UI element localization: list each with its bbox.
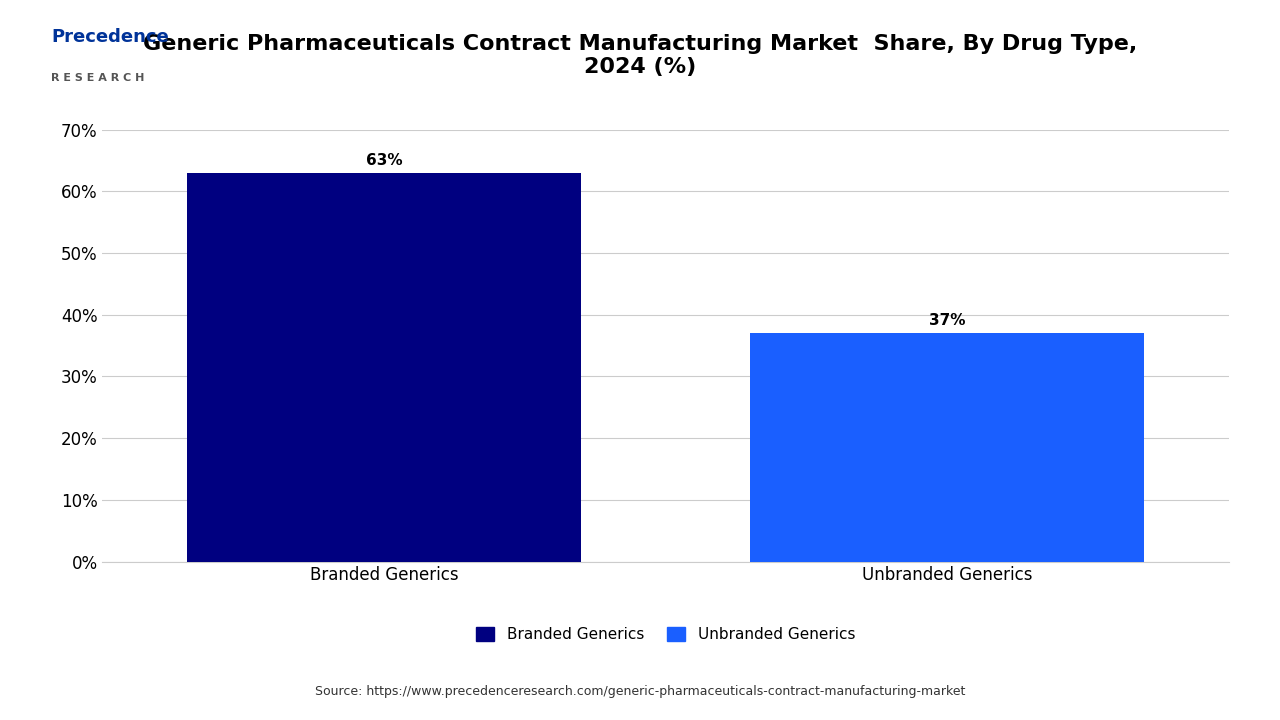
Legend: Branded Generics, Unbranded Generics: Branded Generics, Unbranded Generics xyxy=(470,621,861,649)
Text: R E S E A R C H: R E S E A R C H xyxy=(51,73,145,83)
Text: Source: https://www.precedenceresearch.com/generic-pharmaceuticals-contract-manu: Source: https://www.precedenceresearch.c… xyxy=(315,685,965,698)
Bar xyxy=(750,333,1144,562)
Text: Generic Pharmaceuticals Contract Manufacturing Market  Share, By Drug Type,
2024: Generic Pharmaceuticals Contract Manufac… xyxy=(143,34,1137,77)
Text: 63%: 63% xyxy=(366,153,402,168)
Bar xyxy=(187,173,581,562)
Text: Precedence: Precedence xyxy=(51,28,169,46)
Text: 37%: 37% xyxy=(929,313,965,328)
